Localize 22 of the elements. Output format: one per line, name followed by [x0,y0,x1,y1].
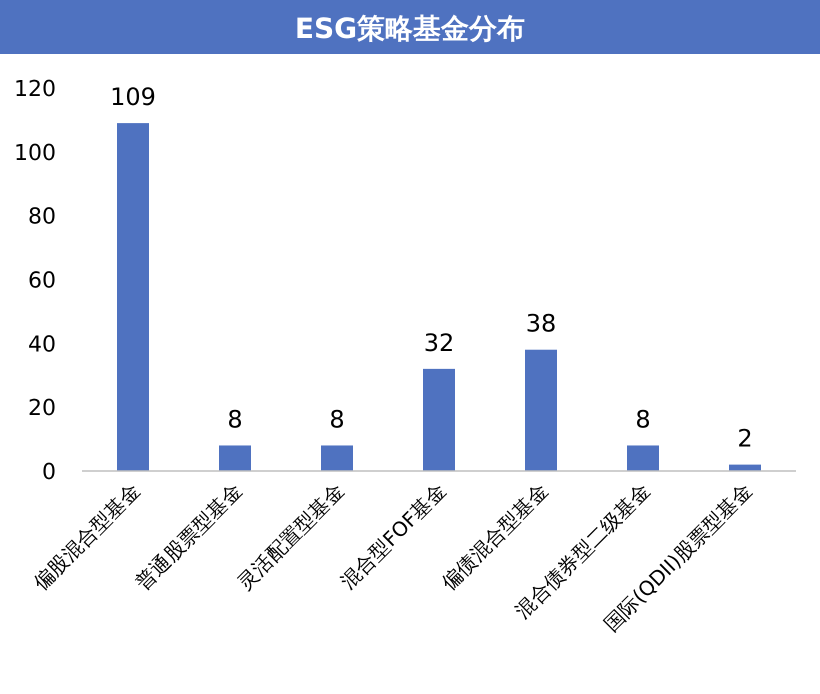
data-label: 8 [329,405,345,434]
bar [525,350,557,471]
y-tick-label: 80 [28,204,56,230]
data-label: 109 [110,83,156,112]
y-tick-label: 20 [28,396,56,422]
y-tick-label: 120 [14,77,56,102]
y-tick-label: 40 [28,332,56,358]
data-label: 8 [635,405,651,434]
data-label: 32 [424,328,454,357]
bar [729,464,761,471]
data-label: 8 [227,405,243,434]
bar [219,445,251,471]
bar [117,123,149,471]
y-tick-label: 0 [42,460,56,485]
y-tick-label: 100 [14,140,56,166]
bar [423,368,455,471]
bar [321,445,353,471]
bar [627,445,659,471]
chart-title: ESG策略基金分布 [294,12,526,45]
data-label: 2 [737,424,753,453]
y-tick-label: 60 [28,268,56,294]
data-label: 38 [526,310,556,338]
